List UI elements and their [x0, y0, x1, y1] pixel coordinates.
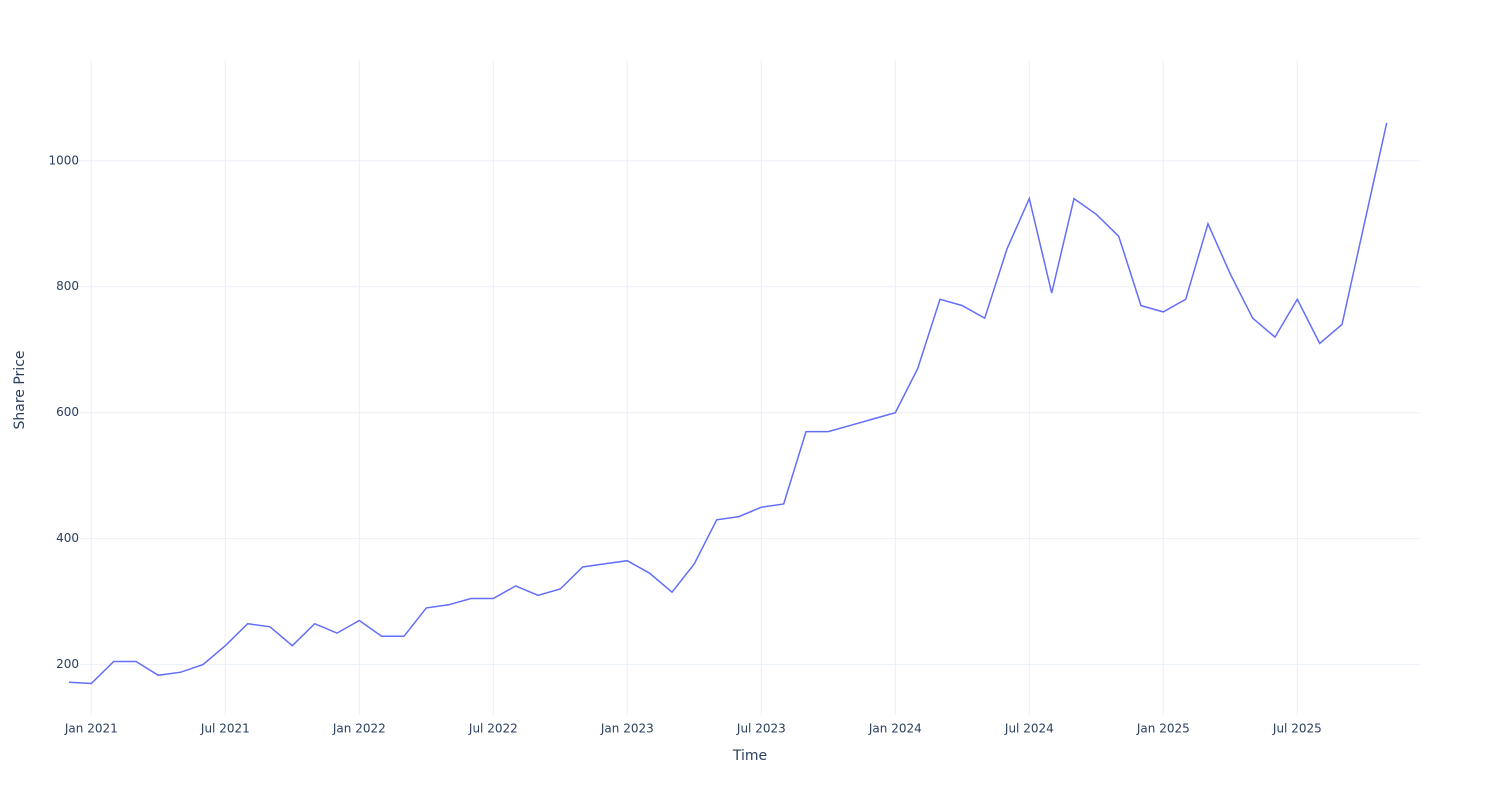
- x-tick-label: Jan 2021: [64, 722, 118, 736]
- x-tick-label: Jul 2022: [468, 722, 518, 736]
- x-tick-label: Jul 2025: [1272, 722, 1322, 736]
- x-tick-label: Jan 2024: [868, 722, 922, 736]
- y-tick-label: 1000: [48, 153, 79, 167]
- x-tick-label: Jul 2024: [1004, 722, 1054, 736]
- x-tick-label: Jul 2023: [736, 722, 786, 736]
- x-tick-label: Jan 2025: [1136, 722, 1190, 736]
- x-axis-title: Time: [732, 748, 767, 764]
- x-tick-label: Jan 2022: [332, 722, 386, 736]
- y-axis-title: Share Price: [12, 350, 28, 429]
- x-tick-label: Jul 2021: [200, 722, 250, 736]
- y-tick-label: 200: [56, 657, 79, 671]
- y-tick-label: 400: [56, 531, 79, 545]
- y-tick-label: 600: [56, 405, 79, 419]
- line: [68, 122, 1388, 685]
- x-tick-label: Jan 2023: [600, 722, 654, 736]
- y-tick-label: 800: [56, 279, 79, 293]
